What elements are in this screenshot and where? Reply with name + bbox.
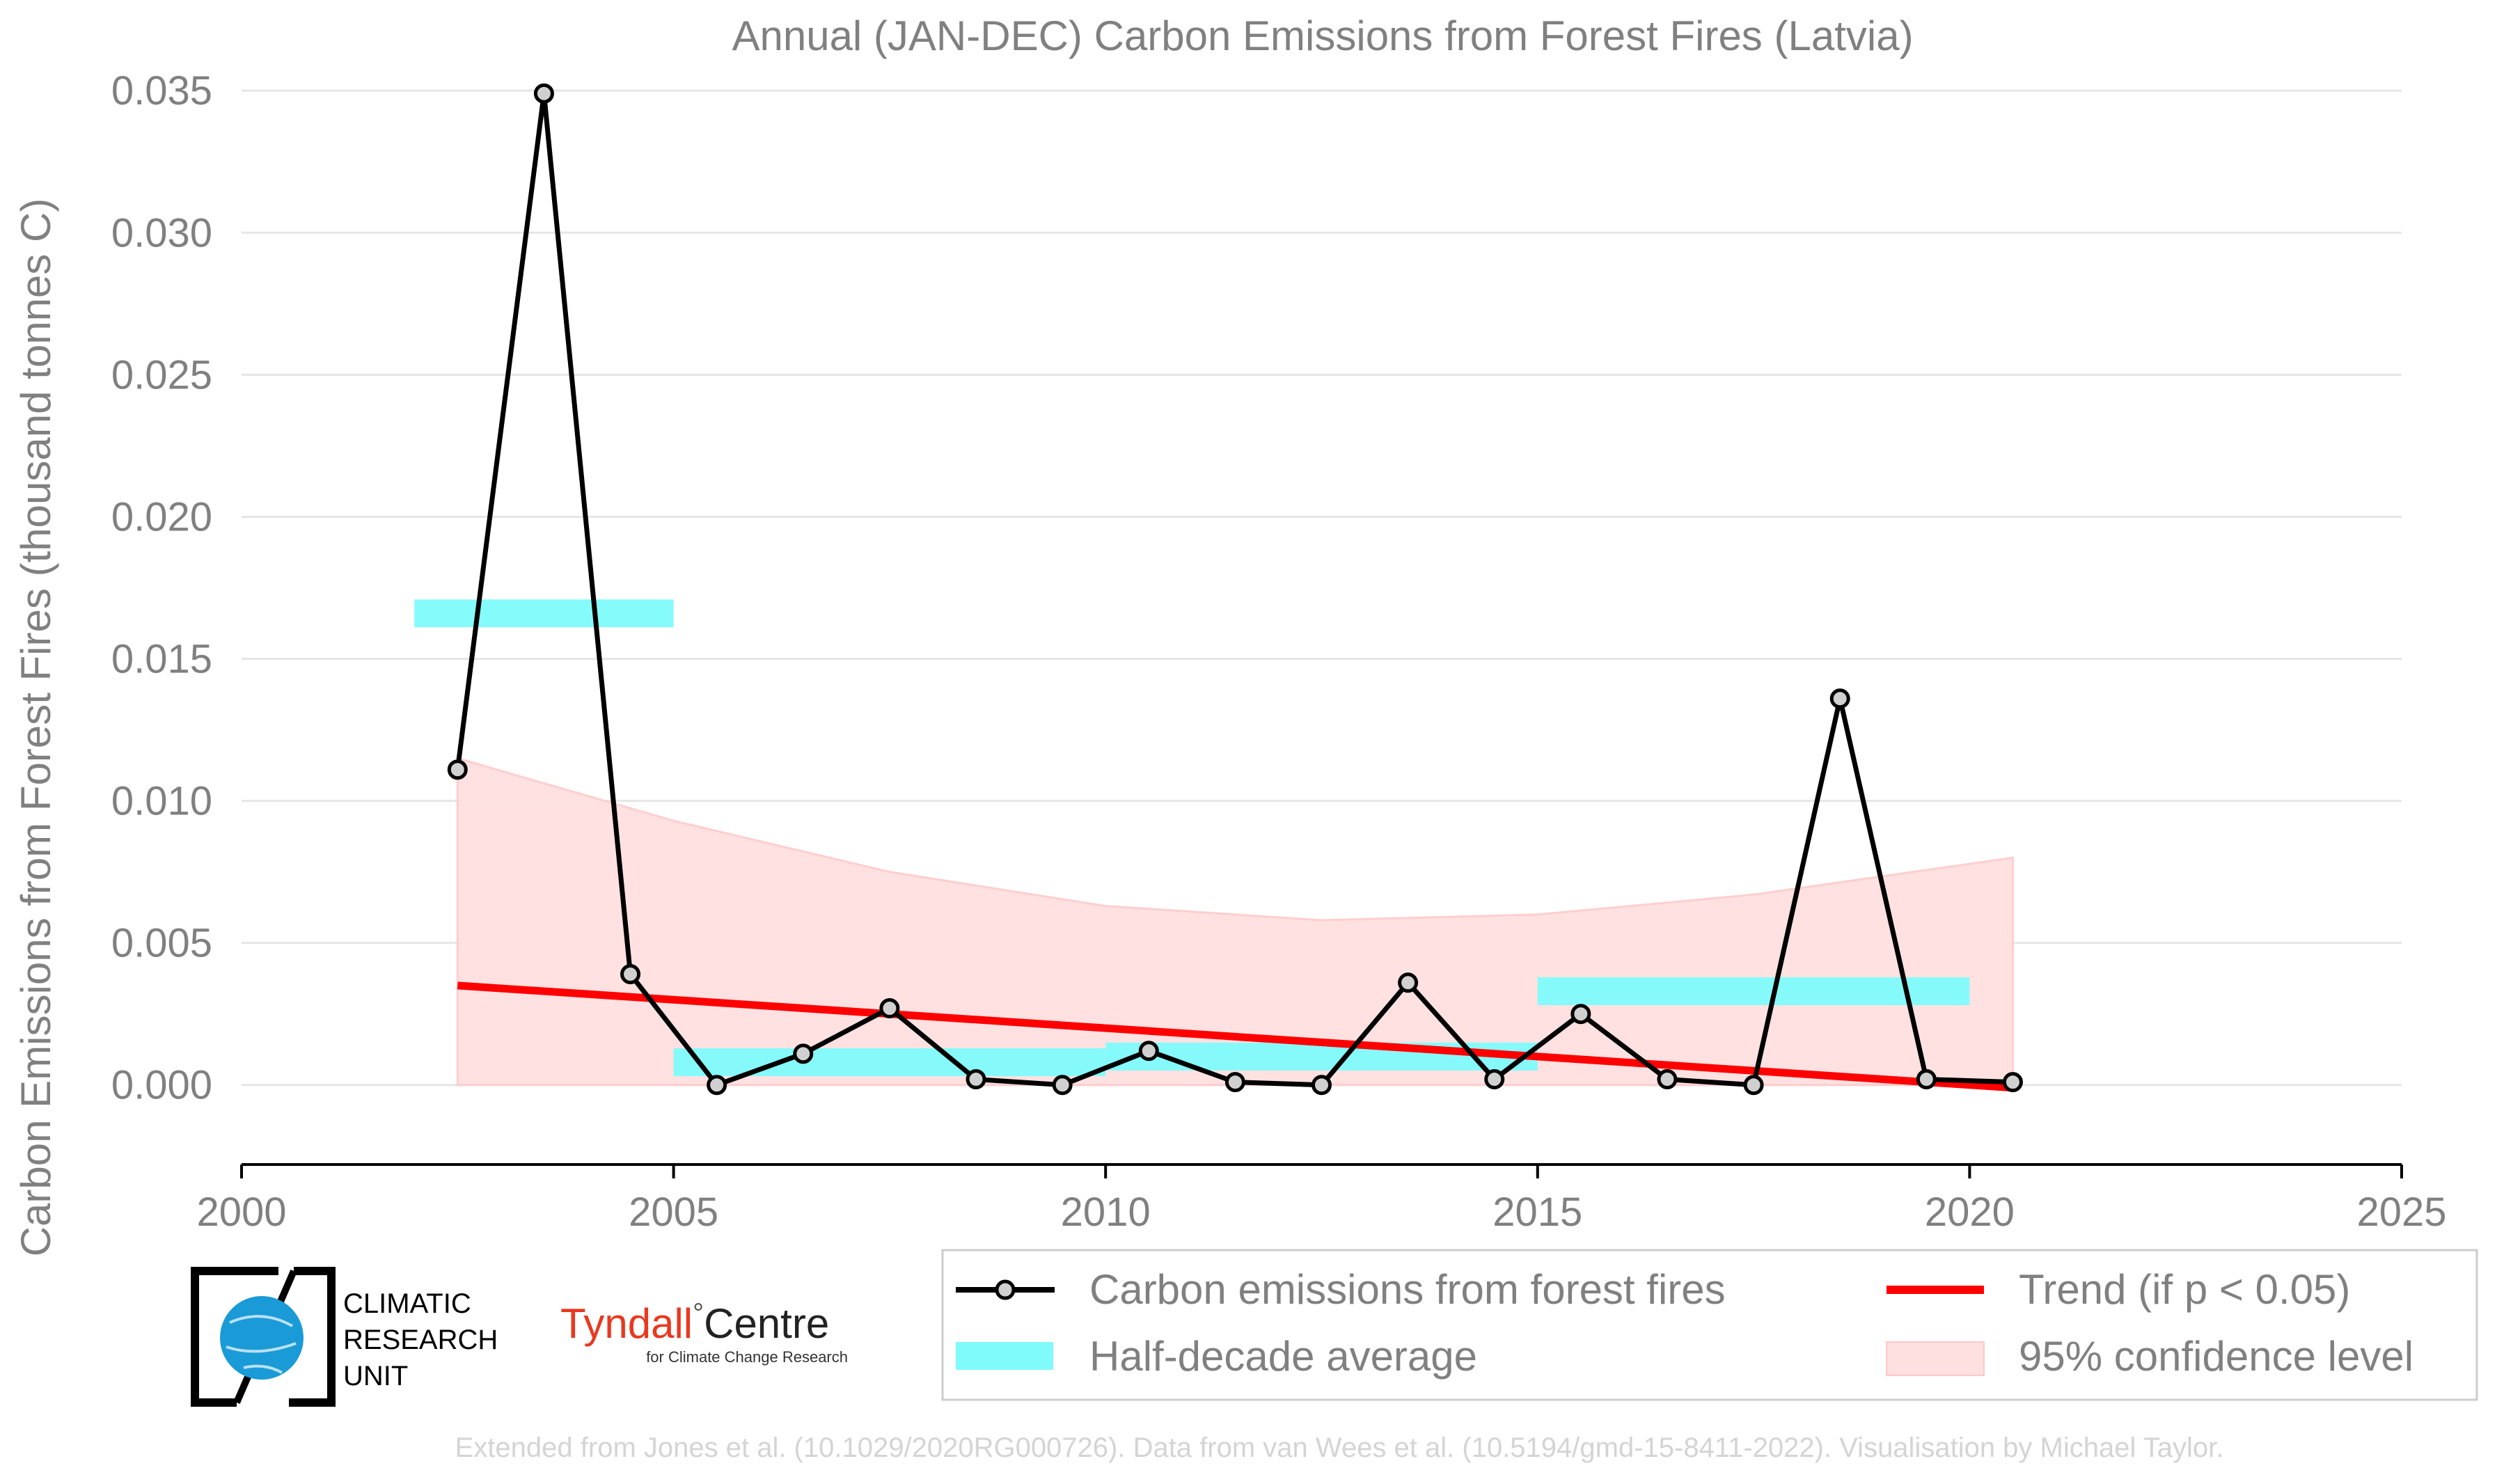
x-tick-label: 2005 <box>629 1190 718 1235</box>
emissions-series <box>447 83 2023 1096</box>
y-tick-label: 0.015 <box>111 637 212 682</box>
trend-line-group <box>457 981 2013 1092</box>
x-tick-label: 2015 <box>1492 1190 1582 1235</box>
data-point <box>1829 688 1850 709</box>
data-point <box>1398 972 1419 993</box>
y-tick-label: 0.025 <box>111 352 212 397</box>
y-tick-label: 0.020 <box>111 494 212 539</box>
chart-title: Annual (JAN-DEC) Carbon Emissions from F… <box>732 13 1913 59</box>
data-point <box>447 759 468 780</box>
y-tick-label: 0.035 <box>111 68 212 113</box>
x-tick-label: 2000 <box>196 1190 286 1235</box>
x-tick-label: 2025 <box>2356 1190 2446 1235</box>
legend-label-confidence: 95% confidence level <box>2019 1333 2413 1380</box>
legend-label-emissions: Carbon emissions from forest fires <box>1089 1266 1726 1313</box>
data-point <box>1570 1004 1591 1025</box>
data-point <box>707 1075 727 1096</box>
y-tick-label: 0.000 <box>111 1063 212 1108</box>
y-tick-label: 0.005 <box>111 921 212 966</box>
half-decade-bar <box>1537 977 1970 1006</box>
data-point <box>793 1043 814 1064</box>
y-axis-label: Carbon Emissions from Forest Fires (thou… <box>13 198 59 1257</box>
cru-line1: CLIMATIC <box>343 1288 471 1319</box>
cru-line3: UNIT <box>343 1361 408 1391</box>
tyndall-subtitle: for Climate Change Research <box>646 1348 848 1366</box>
globe-icon <box>220 1296 304 1380</box>
x-axis: 2000 2005 2010 2015 2020 2025 <box>196 1163 2447 1235</box>
legend-box <box>941 1249 2478 1401</box>
legend-swatch-confidence <box>1886 1341 1985 1376</box>
legend-swatch-half-decade <box>956 1342 1053 1370</box>
x-tick-label: 2020 <box>1925 1190 2015 1235</box>
data-point <box>1311 1075 1332 1096</box>
data-point <box>533 83 554 104</box>
data-point <box>879 998 900 1019</box>
cru-frame-icon <box>191 1267 336 1407</box>
y-tick-label: 0.010 <box>111 779 212 824</box>
data-point <box>1743 1075 1764 1096</box>
tyndall-logo: Tyndall°Centre for Climate Change Resear… <box>560 1298 848 1366</box>
trend-line <box>457 981 2013 1092</box>
y-tick-label: 0.030 <box>111 210 212 255</box>
legend-label-trend: Trend (if p < 0.05) <box>2019 1266 2350 1313</box>
data-point <box>966 1069 986 1090</box>
data-point <box>1484 1069 1505 1090</box>
half-decade-bar <box>673 1048 1106 1077</box>
tyndall-wordmark: Tyndall°Centre <box>560 1298 829 1347</box>
legend-label-half-decade: Half-decade average <box>1089 1333 1477 1380</box>
cru-line2: RESEARCH <box>343 1325 498 1355</box>
legend: Carbon emissions from forest fires Half-… <box>941 1249 2478 1401</box>
data-point <box>1138 1041 1159 1061</box>
data-point <box>620 964 641 985</box>
cru-logo: CLIMATIC RESEARCH UNIT <box>191 1267 498 1407</box>
data-point <box>1052 1075 1073 1096</box>
data-point <box>2002 1072 2023 1093</box>
data-point <box>1657 1069 1678 1090</box>
data-point <box>1916 1069 1937 1090</box>
credit-text: Extended from Jones et al. (10.1029/2020… <box>455 1432 2224 1463</box>
x-tick-label: 2010 <box>1061 1190 1151 1235</box>
y-axis-ticks: 0.000 0.005 0.010 0.015 0.020 0.025 0.030 0.035 <box>111 68 212 1107</box>
data-point <box>1224 1072 1245 1093</box>
half-decade-bar <box>414 599 674 628</box>
